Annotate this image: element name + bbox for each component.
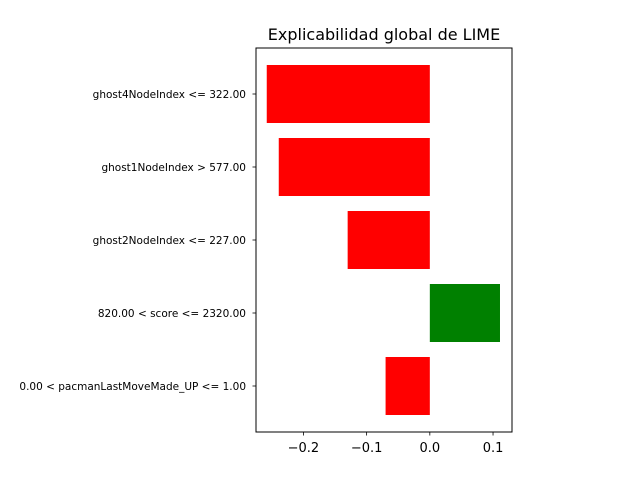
y-tick-label: ghost1NodeIndex > 577.00 — [101, 162, 246, 174]
x-tick-label: −0.2 — [288, 441, 320, 456]
bar-2 — [278, 138, 430, 196]
bar-3 — [347, 211, 430, 269]
y-tick-label: ghost4NodeIndex <= 322.00 — [93, 89, 246, 101]
y-tick-label: 0.00 < pacmanLastMoveMade_UP <= 1.00 — [19, 381, 246, 393]
bar-1 — [266, 65, 430, 123]
x-ticks-group: −0.2 −0.1 0.0 0.1 — [288, 432, 504, 456]
plot-frame — [255, 47, 513, 433]
x-tick-label: 0.1 — [483, 441, 504, 456]
y-tick-labels: ghost4NodeIndex <= 322.00 ghost1NodeIndex… — [19, 89, 256, 393]
bars-group — [266, 65, 500, 415]
x-tick-label: −0.1 — [351, 441, 383, 456]
y-tick-label: ghost2NodeIndex <= 227.00 — [93, 235, 246, 247]
x-tick-label: 0.0 — [419, 441, 440, 456]
y-tick-label: 820.00 < score <= 2320.00 — [98, 308, 246, 320]
chart-title: Explicabilidad global de LIME — [268, 25, 500, 44]
bar-5 — [385, 357, 430, 415]
bar-4 — [429, 284, 500, 342]
